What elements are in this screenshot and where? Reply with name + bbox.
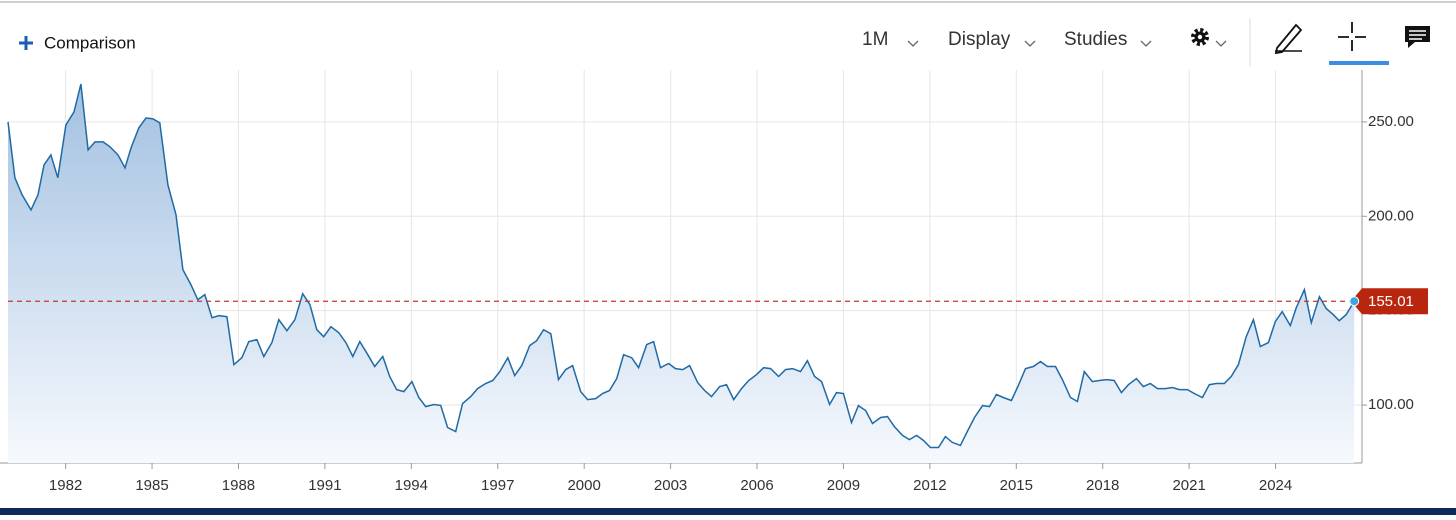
last-point xyxy=(1349,296,1360,307)
area xyxy=(8,84,1355,463)
chevron xyxy=(1215,40,1227,47)
x-tick-label: 2018 xyxy=(1086,477,1119,494)
bottom-bar xyxy=(0,508,1456,515)
gear-teeth xyxy=(1191,28,1209,46)
last-value-tag xyxy=(1351,288,1428,315)
studies-button[interactable]: Studies xyxy=(1064,29,1152,50)
y-tick-label: 100.00 xyxy=(1368,396,1414,413)
comparison-button[interactable]: Comparison xyxy=(19,33,136,52)
x-tick-label: 1988 xyxy=(222,477,255,494)
chevron xyxy=(1024,40,1036,47)
x-tick-label: 2015 xyxy=(1000,477,1033,494)
y-tick-label: 200.00 xyxy=(1368,207,1414,224)
x-tick-label: 1991 xyxy=(308,477,341,494)
crosshair-icon xyxy=(1338,22,1366,51)
x-tick-label: 2006 xyxy=(740,477,773,494)
x-tick-label: 1997 xyxy=(481,477,514,494)
crosshair-button[interactable] xyxy=(1329,22,1389,65)
x-tick-label: 2003 xyxy=(654,477,687,494)
comment-icon xyxy=(1405,26,1430,48)
x-tick-label: 2000 xyxy=(567,477,600,494)
display-label: Display xyxy=(948,29,1011,50)
x-tick-label: 2024 xyxy=(1259,477,1292,494)
studies-label: Studies xyxy=(1064,29,1127,50)
comment-button[interactable] xyxy=(1405,26,1430,48)
toolbar: Comparison 1M Display Studies xyxy=(19,18,1430,66)
interval-button[interactable]: 1M xyxy=(862,29,919,50)
comment-lines xyxy=(1409,30,1426,40)
interval-label: 1M xyxy=(862,29,888,50)
display-button[interactable]: Display xyxy=(948,29,1036,50)
x-tick-label: 1982 xyxy=(49,477,82,494)
comparison-label: Comparison xyxy=(44,33,136,52)
chevron xyxy=(1140,40,1152,47)
plot: 1982 1985 1988 1991 1994 1997 2000 2003 2006 2009… xyxy=(0,70,1414,494)
active-underline xyxy=(1329,61,1389,65)
plus-icon xyxy=(19,36,33,50)
x-tick-label: 1985 xyxy=(135,477,168,494)
x-tick-label: 2021 xyxy=(1172,477,1205,494)
pencil-icon xyxy=(1274,23,1303,55)
x-tick-label: 1994 xyxy=(395,477,428,494)
line xyxy=(7,83,1355,449)
last-value-label: 155.01 xyxy=(1368,293,1414,310)
x-tick-label: 2009 xyxy=(827,477,860,494)
chevron xyxy=(907,40,919,47)
gear-hole xyxy=(1197,34,1203,40)
draw-button[interactable] xyxy=(1274,23,1303,55)
settings-button[interactable] xyxy=(1191,28,1227,47)
y-tick-label: 250.00 xyxy=(1368,113,1414,130)
x-tick-label: 2012 xyxy=(913,477,946,494)
